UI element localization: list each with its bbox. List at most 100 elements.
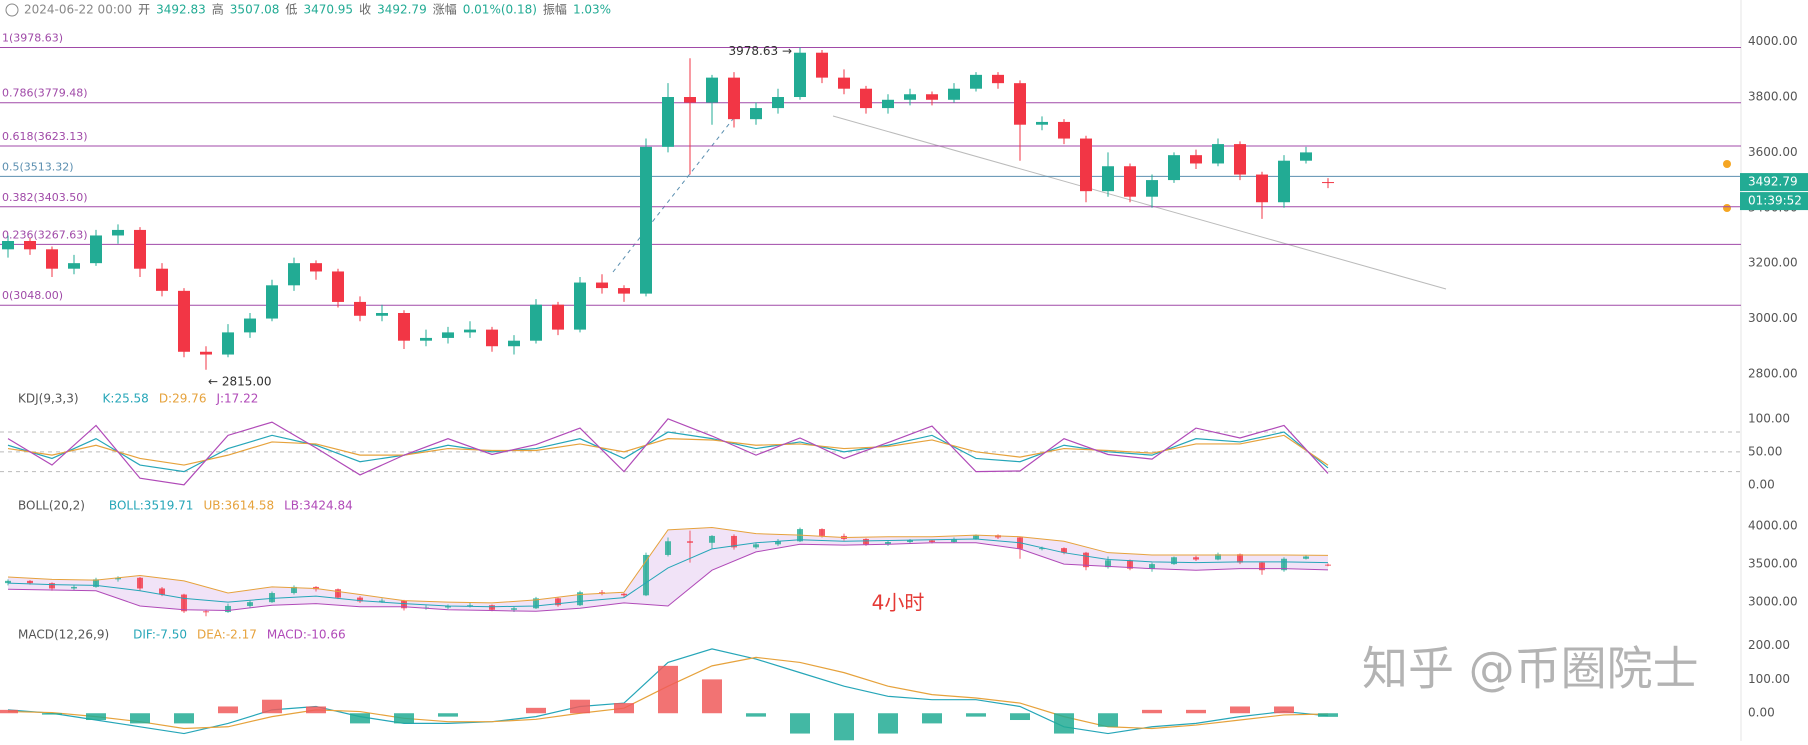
histogram-bar [878,713,898,734]
candle-body [442,332,454,338]
histogram-bar [1186,709,1206,714]
candle-body [1259,562,1265,571]
last-price: 3492.79 [1748,175,1798,189]
fib-label: 0.618(3623.13) [2,130,88,143]
candle-body [2,241,14,250]
candle-body [948,88,960,100]
histogram-bar [218,706,238,714]
y-tick-label: 2800.00 [1748,366,1798,380]
histogram-bar [614,703,634,714]
trend-line [832,115,1447,290]
histogram-bar [262,699,282,714]
histogram-bar [174,713,194,724]
candle-body [1124,166,1136,197]
candle-body [1171,557,1177,565]
legend-entry: MACD:-10.66 [267,628,346,642]
header-text: 低 [285,3,297,17]
candle-body [288,263,300,286]
histogram-bar [658,665,678,714]
candle-body [1300,152,1312,161]
y-tick-label: 3800.00 [1748,90,1798,104]
candle-body [530,304,542,341]
candle-body [1212,144,1224,164]
candle-body [772,97,784,109]
candle-body [357,597,363,602]
histogram-bar [746,713,766,717]
candle-body [467,605,473,607]
header-text: 3492.79 [377,3,427,17]
last-price-box [1740,173,1808,192]
candle-body [882,99,894,109]
candle-body [244,318,256,333]
candle-body [1083,552,1089,568]
candle-body [970,74,982,89]
candle-body [159,588,165,595]
candle-body [1234,144,1246,175]
candle-body [621,593,627,596]
candle-body [68,263,80,269]
legend-entry: LB:3424.84 [284,499,353,513]
candle-body [203,611,209,613]
candle-body [684,97,696,103]
band-line [7,538,1329,608]
fib-label: 0.786(3779.48) [2,87,88,100]
indicator-line [7,434,1329,466]
candle-body [1193,557,1199,560]
candle-body [731,535,737,548]
candle-body [310,263,322,272]
fib-label: 0.382(3403.50) [2,191,88,204]
header-text: 3470.95 [303,3,353,17]
candle-body [1237,554,1243,563]
y-tick-label: 3600.00 [1748,145,1798,159]
collapse-icon[interactable] [5,3,19,17]
candle-body [464,329,476,333]
candle-body [332,271,344,302]
candle-body [1190,155,1202,164]
alert-dot [1723,160,1731,168]
candle-body [816,52,828,78]
candle-body [445,605,451,608]
header-text: 高 [212,2,224,17]
y-tick-label: 4000.00 [1748,34,1798,48]
candle-body [489,605,495,610]
header-text: 0.01%(0.18) [463,3,537,17]
candle-body [687,541,693,543]
candle-body [1215,554,1221,560]
histogram-bar [834,713,854,741]
candle-body [486,329,498,347]
band-line [7,542,1329,612]
candle-body [5,580,11,584]
candle-body [24,241,36,250]
histogram-bar [526,707,546,714]
watermark: 知乎 @币圈院士 [1362,642,1699,696]
histogram-bar [702,679,722,714]
candle-body [1278,160,1290,203]
histogram-bar [130,713,150,724]
indicator-line [7,648,1329,735]
fib-label: 0.5(3513.32) [2,160,74,173]
candle-body [574,282,586,330]
indicator-line [7,431,1329,473]
candle-body [753,544,759,548]
candle-body [508,340,520,347]
y-tick-label: 0.00 [1748,477,1775,491]
candle-body [640,146,652,294]
candle-body [552,304,564,330]
y-tick-label: 3000.00 [1748,311,1798,325]
candle-body [1281,558,1287,571]
candle-body [420,337,432,341]
candle-body [511,608,517,610]
candle-body [665,541,671,555]
candle-body [335,589,341,598]
candle-body [838,77,850,89]
candle-body [618,288,630,294]
histogram-bar [1274,706,1294,714]
y-tick-label: 3500.00 [1748,557,1798,571]
histogram-bar [1142,709,1162,714]
low-label: ← 2815.00 [208,374,272,388]
candle-body [1322,182,1334,184]
y-tick-label: 200.00 [1748,638,1790,652]
candle-body [1325,564,1331,566]
